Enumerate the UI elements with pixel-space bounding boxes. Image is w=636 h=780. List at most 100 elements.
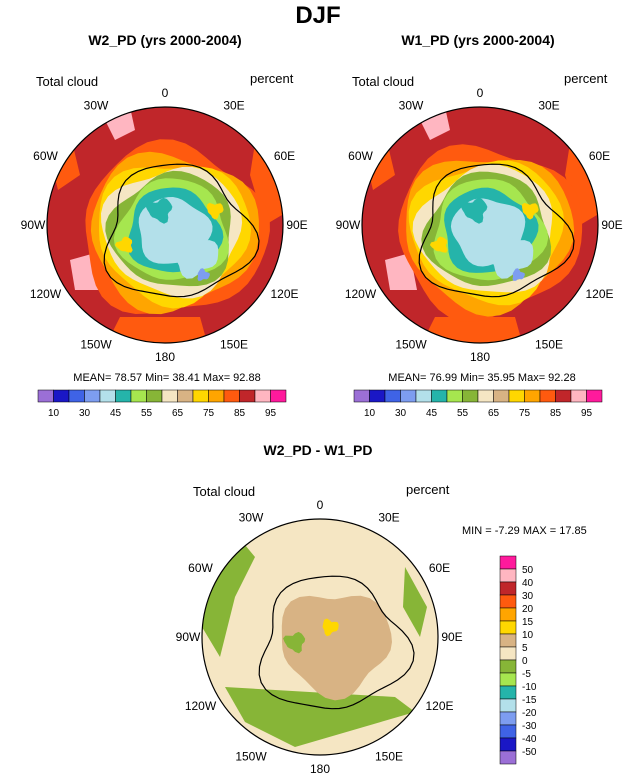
colorbar-label: 75 bbox=[519, 408, 531, 419]
colorbar-swatch bbox=[115, 389, 132, 403]
colorbar-label: 95 bbox=[581, 408, 593, 419]
colorbar-swatch bbox=[353, 389, 370, 403]
colorbar-swatch bbox=[524, 389, 541, 403]
panel-1-colorbar: 10 30 45 55 65 75 85 95 bbox=[37, 389, 287, 419]
colorbar-label: 85 bbox=[550, 408, 562, 419]
longitude-label: 30E bbox=[223, 99, 244, 113]
diff-colorbar-swatch bbox=[499, 607, 517, 622]
panel-2-stats: MEAN= 76.99 Min= 35.95 Max= 92.28 bbox=[388, 372, 576, 384]
longitude-label: 30E bbox=[378, 511, 399, 525]
yellow-diff-region bbox=[322, 618, 339, 637]
yellow-region bbox=[114, 236, 133, 253]
longitude-label: 90W bbox=[176, 630, 201, 644]
colorbar-label: 45 bbox=[110, 408, 122, 419]
longitude-label: 30W bbox=[239, 511, 264, 525]
panel-2-units: percent bbox=[564, 71, 608, 86]
panel-1-units: percent bbox=[250, 71, 294, 86]
colorbar-swatch bbox=[446, 389, 463, 403]
diff-colorbar-swatch bbox=[499, 646, 517, 661]
diff-colorbar-label: 10 bbox=[522, 630, 534, 641]
diff-units: percent bbox=[406, 482, 450, 497]
negative-diff-region bbox=[403, 567, 427, 637]
colorbar-swatch bbox=[53, 389, 70, 403]
longitude-label: 120E bbox=[425, 699, 453, 713]
colorbar-label: 75 bbox=[203, 408, 215, 419]
panel-1-stats: MEAN= 78.57 Min= 38.41 Max= 92.88 bbox=[73, 372, 261, 384]
longitude-label: 30W bbox=[84, 99, 109, 113]
colorbar-swatch bbox=[462, 389, 479, 403]
panel-1-title: W2_PD (yrs 2000-2004) bbox=[88, 32, 242, 48]
diff-stats: MIN = -7.29 MAX = 17.85 bbox=[462, 525, 587, 537]
pink-region bbox=[105, 107, 135, 140]
colorbar-swatch bbox=[208, 389, 225, 403]
diff-colorbar-swatch bbox=[499, 594, 517, 609]
panel-2-map: 0 30E 60E 90E 120E 150E 180 150W 120W 90W 60W 30W bbox=[336, 86, 623, 364]
colorbar-swatch bbox=[68, 389, 85, 403]
diff-colorbar-label: -40 bbox=[522, 734, 537, 745]
colorbar-swatch bbox=[177, 389, 194, 403]
longitude-label: 120E bbox=[585, 287, 613, 301]
colorbar-swatch bbox=[146, 389, 163, 403]
map-boundary bbox=[361, 106, 599, 344]
positive-diff-region bbox=[281, 595, 392, 701]
antarctica-coastline bbox=[258, 575, 415, 710]
colorbar-swatch bbox=[192, 389, 209, 403]
longitude-label: 150W bbox=[80, 338, 112, 352]
diff-colorbar-label: 20 bbox=[522, 604, 534, 615]
diff-colorbar-swatch bbox=[499, 672, 517, 687]
low-cloud-region bbox=[197, 268, 210, 281]
colorbar-swatch bbox=[586, 389, 603, 403]
colorbar-swatch bbox=[508, 389, 525, 403]
longitude-label: 120W bbox=[30, 287, 62, 301]
colorbar-label: 65 bbox=[172, 408, 184, 419]
longitude-label: 180 bbox=[470, 350, 490, 364]
diff-colorbar-swatch bbox=[499, 568, 517, 583]
colorbar-swatch bbox=[384, 389, 401, 403]
diff-colorbar-label: 0 bbox=[522, 656, 528, 667]
longitude-label: 30W bbox=[399, 99, 424, 113]
map-boundary bbox=[201, 518, 439, 756]
diff-colorbar-swatch bbox=[499, 685, 517, 700]
longitude-label: 90W bbox=[21, 218, 46, 232]
low-cloud-region bbox=[174, 232, 219, 279]
diff-colorbar-label: 15 bbox=[522, 617, 534, 628]
colorbar-swatch bbox=[493, 389, 510, 403]
longitude-label: 60W bbox=[348, 149, 373, 163]
colorbar-label: 55 bbox=[457, 408, 469, 419]
negative-diff-region bbox=[225, 687, 415, 747]
diff-colorbar-label: -5 bbox=[522, 669, 531, 680]
colorbar-swatch bbox=[570, 389, 587, 403]
diff-colorbar-swatch bbox=[499, 633, 517, 648]
longitude-label: 60E bbox=[429, 561, 450, 575]
negative-diff-region bbox=[202, 545, 255, 657]
colorbar-label: 10 bbox=[364, 408, 376, 419]
longitude-label: 150W bbox=[235, 750, 267, 764]
antarctica-coastline bbox=[103, 163, 260, 298]
colorbar-swatch bbox=[400, 389, 417, 403]
panel-1-map: 0 30E 60E 90E 120E 150E 180 150W 120W 90W 60W 30W bbox=[21, 86, 308, 364]
longitude-label: 0 bbox=[477, 86, 484, 100]
panel-1-variable: Total cloud bbox=[36, 74, 99, 89]
yellow-region bbox=[207, 202, 224, 220]
colorbar-label: 65 bbox=[488, 408, 500, 419]
diff-colorbar-label: -50 bbox=[522, 747, 537, 758]
colorbar-swatch bbox=[555, 389, 572, 403]
longitude-label: 90E bbox=[286, 218, 307, 232]
longitude-label: 150E bbox=[220, 338, 248, 352]
antarctica-coastline bbox=[418, 163, 575, 298]
colorbar-swatch bbox=[130, 389, 147, 403]
colorbar-swatch bbox=[99, 389, 116, 403]
longitude-label: 150W bbox=[395, 338, 427, 352]
diff-colorbar-label: 5 bbox=[522, 643, 528, 654]
longitude-label: 120E bbox=[270, 287, 298, 301]
colorbar-swatch bbox=[161, 389, 178, 403]
diff-variable: Total cloud bbox=[193, 484, 256, 499]
colorbar-label: 45 bbox=[426, 408, 438, 419]
pink-region bbox=[420, 107, 450, 140]
orange-band-region bbox=[565, 143, 597, 225]
colorbar-swatch bbox=[84, 389, 101, 403]
negative-diff-region bbox=[283, 631, 306, 654]
low-cloud-region bbox=[460, 197, 488, 224]
diff-colorbar-swatch bbox=[499, 620, 517, 635]
